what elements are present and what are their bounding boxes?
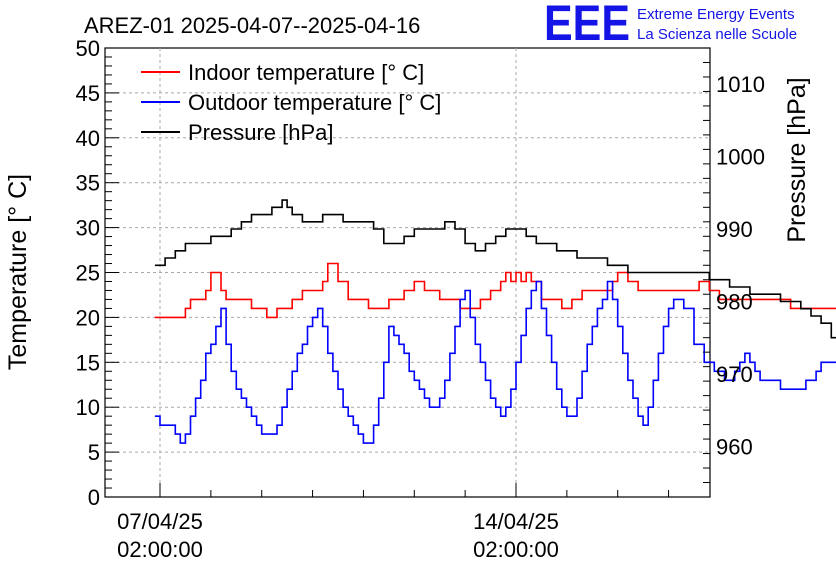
y2-axis-title: Pressure [hPa] bbox=[783, 77, 811, 242]
y-tick-label: 0 bbox=[88, 485, 100, 510]
y-axis-left: 0 5 10 15 20 25 30 35 40 45 50 bbox=[76, 36, 119, 510]
y-tick-label: 20 bbox=[76, 305, 100, 330]
legend: Indoor temperature [° C] Outdoor temperat… bbox=[141, 60, 441, 145]
gridlines bbox=[105, 48, 710, 497]
y-tick-label: 40 bbox=[76, 126, 100, 151]
legend-pressure: Pressure [hPa] bbox=[141, 120, 334, 145]
pressure-line bbox=[154, 199, 836, 339]
legend-label: Outdoor temperature [° C] bbox=[188, 90, 441, 115]
y-axis-title: Temperature [° C] bbox=[4, 174, 32, 370]
legend-label: Pressure [hPa] bbox=[188, 120, 334, 145]
y2-tick-label: 980 bbox=[716, 289, 753, 314]
y2-tick-label: 1010 bbox=[716, 72, 765, 97]
y-tick-label: 45 bbox=[76, 81, 100, 106]
y2-tick-label: 960 bbox=[716, 434, 753, 459]
legend-indoor: Indoor temperature [° C] bbox=[141, 60, 424, 85]
y-tick-label: 15 bbox=[76, 350, 100, 375]
x-tick-label-time: 02:00:00 bbox=[473, 537, 559, 562]
y-axis-right: 960 970 980 990 1000 1010 bbox=[703, 47, 765, 498]
y2-tick-label: 1000 bbox=[716, 145, 765, 170]
logo-mark: EEE bbox=[544, 0, 630, 51]
y-tick-label: 10 bbox=[76, 395, 100, 420]
y2-tick-label: 970 bbox=[716, 362, 753, 387]
y2-tick-label: 990 bbox=[716, 217, 753, 242]
x-tick-label-date: 14/04/25 bbox=[473, 509, 559, 534]
x-axis: 07/04/25 02:00:00 14/04/25 02:00:00 bbox=[117, 483, 670, 562]
logo-line-1: Extreme Energy Events bbox=[637, 6, 795, 23]
y-tick-label: 25 bbox=[76, 261, 100, 286]
outdoor-temperature-line bbox=[154, 280, 836, 444]
legend-label: Indoor temperature [° C] bbox=[188, 60, 424, 85]
y-tick-label: 5 bbox=[88, 440, 100, 465]
y-tick-label: 50 bbox=[76, 36, 100, 61]
y-tick-label: 35 bbox=[76, 171, 100, 196]
eee-logo: EEE Extreme Energy Events La Scienza nel… bbox=[544, 0, 797, 51]
x-tick-label-time: 02:00:00 bbox=[117, 537, 203, 562]
series-layer bbox=[154, 199, 836, 444]
indoor-temperature-line bbox=[154, 262, 836, 319]
legend-outdoor: Outdoor temperature [° C] bbox=[141, 90, 441, 115]
logo-line-2: La Scienza nelle Scuole bbox=[637, 26, 797, 43]
y-tick-label: 30 bbox=[76, 216, 100, 241]
chart-title: AREZ-01 2025-04-07--2025-04-16 bbox=[84, 13, 420, 38]
x-tick-label-date: 07/04/25 bbox=[117, 509, 203, 534]
